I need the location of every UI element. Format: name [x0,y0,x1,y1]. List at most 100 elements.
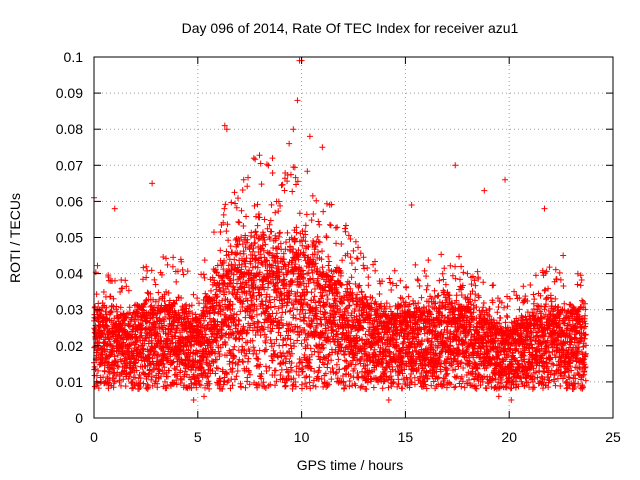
data-point [173,278,180,285]
data-point [239,335,246,342]
data-point [227,243,234,250]
data-point [261,331,268,338]
data-point [460,364,467,371]
data-point [440,276,447,283]
data-point [114,352,121,359]
data-point [99,331,106,338]
data-point [173,377,180,384]
data-point [254,222,261,229]
data-point [119,285,126,292]
data-point [267,336,274,343]
data-point [323,234,330,241]
data-point [152,281,159,288]
data-point [328,376,335,383]
data-point [325,253,332,260]
data-point [92,303,99,310]
data-point [397,294,404,301]
data-point [267,217,274,224]
data-point [471,277,478,284]
data-point [342,222,349,229]
data-point [341,357,348,364]
data-point [144,267,151,274]
data-point [170,380,177,387]
data-point [269,357,276,364]
data-point [229,359,236,366]
data-point [120,376,127,383]
data-point [316,364,323,371]
data-point [143,329,150,336]
data-point [238,384,245,391]
data-point [95,367,102,374]
data-point [334,224,341,231]
data-point [231,189,238,196]
data-point [279,342,286,349]
data-point [394,383,401,390]
data-point [93,291,100,298]
data-point [386,275,393,282]
data-point [220,211,227,218]
data-point [154,330,161,337]
data-point [111,378,118,385]
data-point [266,364,273,371]
data-point [240,222,247,229]
data-point [456,276,463,283]
data-point [202,290,209,297]
data-point [323,200,330,207]
data-point [261,347,268,354]
data-point [235,218,242,225]
data-point [421,267,428,274]
data-point [190,291,197,298]
data-point [294,337,301,344]
data-point [504,303,511,310]
data-point [160,254,167,261]
data-point [268,201,275,208]
data-point [352,238,359,245]
data-point [439,270,446,277]
data-point [232,376,239,383]
data-point [279,181,286,188]
data-point [142,325,149,332]
data-point [117,304,124,311]
data-point [372,267,379,274]
data-point [163,385,170,392]
data-point [128,380,135,387]
data-point [434,293,441,300]
data-point [144,289,151,296]
data-point [302,222,309,229]
data-point [464,270,471,277]
data-point [346,383,353,390]
data-point [244,339,251,346]
data-point [155,351,162,358]
data-point [307,345,314,352]
data-point [142,297,149,304]
data-point [251,202,258,209]
data-point [362,331,369,338]
data-point [303,211,310,218]
data-point [180,271,187,278]
data-point [118,285,125,292]
data-point [105,368,112,375]
data-point [132,374,139,381]
data-point [175,294,182,301]
data-point [165,290,172,297]
data-point [164,373,171,380]
data-point [99,351,106,358]
data-point [397,277,404,284]
data-point [223,228,230,235]
data-point [271,286,278,293]
data-point [256,347,263,354]
data-point [296,210,303,217]
data-point [148,267,155,274]
data-point [360,262,367,269]
data-point [267,381,274,388]
data-point [358,288,365,295]
data-point [99,330,106,337]
data-point [143,263,150,270]
data-point [224,221,231,228]
data-point [302,374,309,381]
data-point [270,244,277,251]
data-point [234,367,241,374]
data-point [231,343,238,350]
data-point [164,382,171,389]
data-point [494,309,501,316]
